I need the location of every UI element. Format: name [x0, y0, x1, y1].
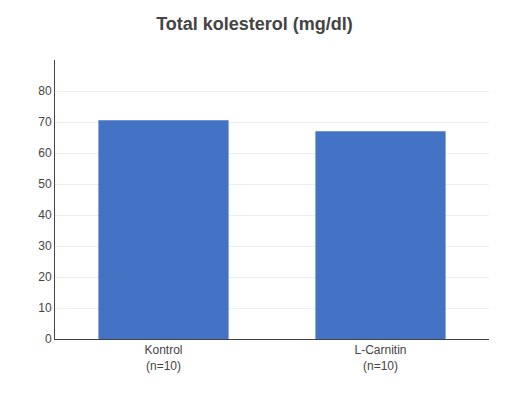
- svg-text:30: 30: [38, 239, 52, 253]
- svg-text:10: 10: [38, 301, 52, 315]
- svg-text:Kontrol(n=10): Kontrol(n=10): [144, 343, 182, 373]
- svg-text:20: 20: [38, 270, 52, 284]
- svg-text:70: 70: [38, 115, 52, 129]
- svg-text:50: 50: [38, 177, 52, 191]
- svg-text:Total kolesterol (mg/dl): Total kolesterol (mg/dl): [156, 14, 353, 34]
- svg-text:80: 80: [38, 84, 52, 98]
- svg-text:L-Carnitin(n=10): L-Carnitin(n=10): [354, 343, 406, 373]
- svg-text:60: 60: [38, 146, 52, 160]
- svg-text:0: 0: [45, 332, 52, 346]
- svg-text:40: 40: [38, 208, 52, 222]
